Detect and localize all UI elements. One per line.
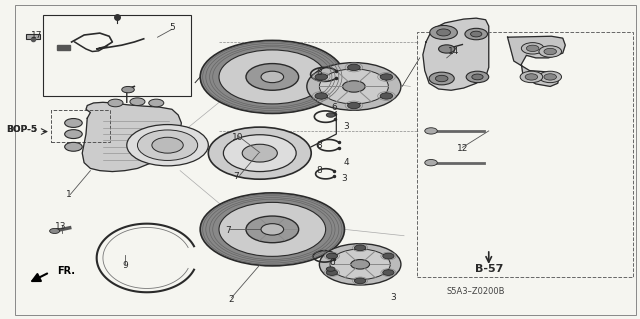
Text: S5A3–Z0200B: S5A3–Z0200B [447,287,506,296]
Polygon shape [508,36,565,86]
Text: 13: 13 [54,222,66,231]
Circle shape [425,128,437,134]
Circle shape [152,137,183,153]
Circle shape [200,41,344,114]
Text: BOP-5: BOP-5 [6,125,37,134]
Circle shape [351,260,369,269]
Circle shape [526,45,539,51]
Text: 12: 12 [457,144,468,153]
Polygon shape [82,102,181,172]
Text: 3: 3 [344,122,349,131]
Circle shape [130,98,145,106]
Text: 8: 8 [317,68,323,77]
Circle shape [261,71,284,83]
Circle shape [436,29,451,36]
Circle shape [242,144,277,162]
Circle shape [326,253,337,259]
Text: 10: 10 [232,133,244,142]
Circle shape [148,99,164,107]
Circle shape [122,86,134,93]
Circle shape [65,142,82,151]
Circle shape [465,28,488,40]
Circle shape [200,193,344,266]
Text: 6: 6 [329,258,335,267]
Circle shape [466,71,489,83]
Circle shape [209,127,311,179]
Circle shape [472,74,483,80]
Polygon shape [423,18,489,90]
Text: BOP-5: BOP-5 [6,125,37,134]
Circle shape [326,270,337,275]
Text: 8: 8 [317,166,323,175]
Circle shape [380,74,393,80]
Circle shape [326,267,335,271]
Circle shape [315,74,328,80]
Circle shape [65,119,82,127]
Text: 4: 4 [344,158,349,167]
Circle shape [470,31,482,37]
Circle shape [223,135,296,172]
Circle shape [319,244,401,285]
Circle shape [520,71,543,83]
Circle shape [355,278,366,284]
Text: 8: 8 [317,141,323,150]
Circle shape [348,102,360,109]
Circle shape [522,43,544,54]
Circle shape [544,74,557,80]
Circle shape [307,63,401,110]
Bar [26,34,40,40]
Circle shape [330,249,390,279]
Circle shape [108,99,123,107]
Text: 2: 2 [228,295,234,304]
Circle shape [539,71,561,83]
Circle shape [544,48,557,55]
Circle shape [383,270,394,275]
Circle shape [342,81,365,92]
Circle shape [326,113,335,117]
Circle shape [425,160,437,166]
Text: 1: 1 [65,190,71,199]
Circle shape [348,64,360,70]
Circle shape [319,69,388,104]
Text: 17: 17 [31,31,43,40]
Circle shape [138,130,198,160]
Text: 7: 7 [234,173,239,182]
Text: 5: 5 [169,23,175,32]
Bar [44,15,191,96]
Circle shape [246,216,299,243]
Circle shape [435,75,448,82]
Circle shape [65,130,82,138]
Circle shape [127,124,209,166]
Text: 3: 3 [342,174,348,183]
Text: 14: 14 [448,47,460,56]
Text: 7: 7 [225,226,231,235]
Bar [51,110,111,142]
Circle shape [50,228,60,234]
Circle shape [539,46,561,57]
Circle shape [246,63,299,90]
Circle shape [315,93,328,99]
Text: B-57: B-57 [474,264,503,274]
Text: FR.: FR. [57,266,75,276]
Circle shape [355,245,366,251]
Circle shape [380,93,393,99]
Circle shape [219,50,326,104]
Circle shape [430,26,458,40]
Text: 6: 6 [331,103,337,112]
Polygon shape [57,45,70,50]
Circle shape [525,74,538,80]
Circle shape [438,45,455,53]
Text: 9: 9 [122,261,128,271]
Circle shape [383,253,394,259]
Circle shape [429,72,454,85]
Bar [417,33,633,277]
Text: 3: 3 [390,293,396,302]
Circle shape [219,202,326,256]
Circle shape [261,224,284,235]
